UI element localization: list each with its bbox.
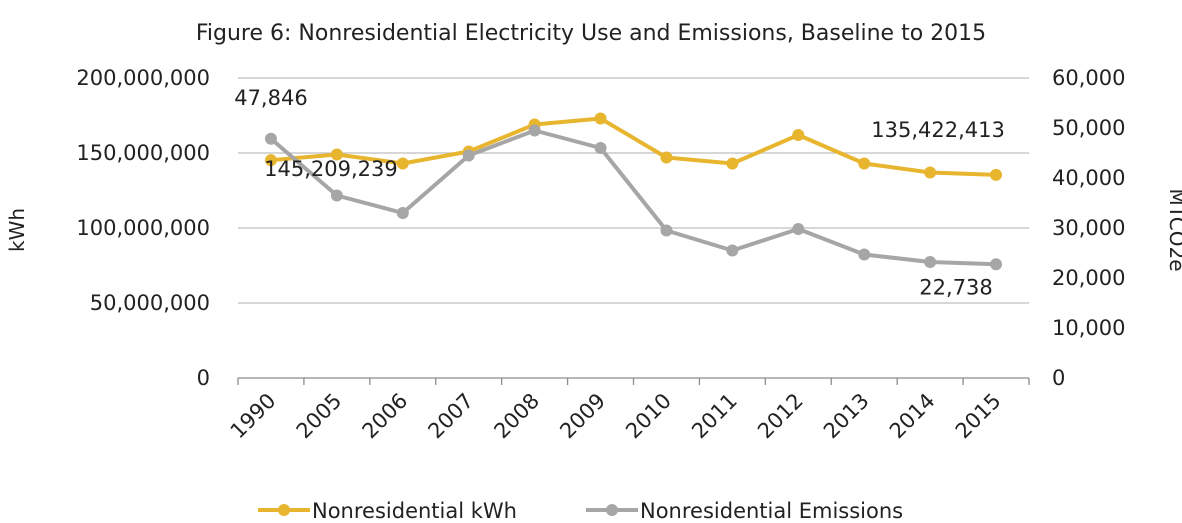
right-axis-tick-label: 40,000 [1052, 166, 1125, 190]
data-point-nonresidential-emissions [858, 248, 871, 261]
legend: Nonresidential kWh Nonresidential Emissi… [258, 499, 903, 523]
data-labels: 47,846 145,209,239 135,422,413 22,738 [234, 86, 1005, 300]
x-tick-label: 2008 [489, 389, 544, 444]
x-axis-tick-marks [237, 378, 1030, 385]
legend-label-nonresidential-kwh: Nonresidential kWh [312, 499, 517, 523]
right-axis-tick-label: 0 [1052, 366, 1065, 390]
x-tick-label: 2005 [292, 389, 347, 444]
x-tick-label: 2007 [423, 389, 478, 444]
data-point-nonresidential-kwh [726, 157, 739, 170]
data-point-nonresidential-emissions [264, 132, 277, 145]
left-axis-title: kWh [5, 208, 29, 252]
series-nonresidential-emissions [264, 124, 1003, 271]
left-axis-tick-label: 50,000,000 [90, 291, 210, 315]
data-label: 47,846 [234, 86, 307, 110]
x-tick-label: 2014 [885, 389, 940, 444]
right-axis-ticks: 0 10,000 20,000 30,000 40,000 50,000 60,000 [1052, 66, 1125, 390]
x-tick-label: 2012 [753, 389, 808, 444]
left-axis-tick-label: 200,000,000 [76, 66, 210, 90]
x-tick-label: 2011 [687, 389, 742, 444]
data-point-nonresidential-emissions [396, 207, 409, 219]
right-axis-tick-label: 20,000 [1052, 266, 1125, 290]
data-point-nonresidential-emissions [594, 142, 607, 154]
data-point-nonresidential-kwh [264, 154, 277, 167]
legend-label-nonresidential-emissions: Nonresidential Emissions [640, 499, 903, 523]
x-axis-ticks: 1990 2005 2006 2007 2008 2009 2010 2011 2012 2013… [226, 389, 1006, 444]
series-line-nonresidential-emissions [269, 128, 997, 267]
data-point-nonresidential-kwh [660, 151, 673, 164]
legend-marker-nonresidential-kwh [278, 504, 290, 516]
series-layer [264, 112, 1003, 271]
x-tick-label: 1990 [226, 389, 281, 444]
right-axis-tick-label: 50,000 [1052, 116, 1125, 140]
left-axis-tick-label: 150,000,000 [76, 141, 210, 165]
left-axis-tick-label: 100,000,000 [76, 216, 210, 240]
gridlines [238, 77, 1029, 304]
data-point-nonresidential-emissions [528, 124, 541, 137]
data-point-nonresidential-kwh [858, 157, 871, 170]
x-tick-label: 2006 [358, 389, 413, 444]
data-label: 135,422,413 [871, 118, 1005, 142]
series-line-nonresidential-kwh [270, 116, 997, 177]
right-axis-tick-label: 60,000 [1052, 66, 1125, 90]
data-point-nonresidential-kwh [924, 166, 937, 179]
right-axis-title: MTCO2e [1165, 188, 1182, 271]
legend-marker-nonresidential-emissions [606, 504, 618, 516]
data-point-nonresidential-emissions [462, 149, 475, 162]
data-point-nonresidential-emissions [726, 244, 739, 257]
right-axis-tick-label: 10,000 [1052, 316, 1125, 340]
chart-title: Figure 6: Nonresidential Electricity Use… [196, 21, 986, 46]
data-point-nonresidential-emissions [924, 256, 937, 268]
x-tick-label: 2015 [951, 389, 1006, 444]
data-point-nonresidential-kwh [330, 148, 343, 161]
right-axis-tick-label: 30,000 [1052, 216, 1125, 240]
x-tick-label: 2010 [621, 389, 676, 444]
x-tick-label: 2013 [819, 389, 874, 444]
data-point-nonresidential-kwh [396, 157, 409, 170]
data-point-nonresidential-kwh [990, 168, 1003, 181]
x-tick-label: 2009 [555, 389, 610, 444]
data-point-nonresidential-emissions [990, 258, 1003, 271]
data-point-nonresidential-kwh [594, 112, 607, 125]
data-point-nonresidential-emissions [792, 223, 805, 235]
data-label: 22,738 [919, 275, 992, 299]
data-point-nonresidential-kwh [792, 129, 805, 141]
left-axis-ticks: 0 50,000,000 100,000,000 150,000,000 200,000… [76, 66, 210, 390]
left-axis-tick-label: 0 [197, 366, 210, 390]
data-label: 145,209,239 [264, 157, 398, 181]
data-point-nonresidential-emissions [660, 224, 673, 237]
series-nonresidential-kwh [264, 112, 1003, 181]
data-point-nonresidential-emissions [330, 189, 343, 202]
